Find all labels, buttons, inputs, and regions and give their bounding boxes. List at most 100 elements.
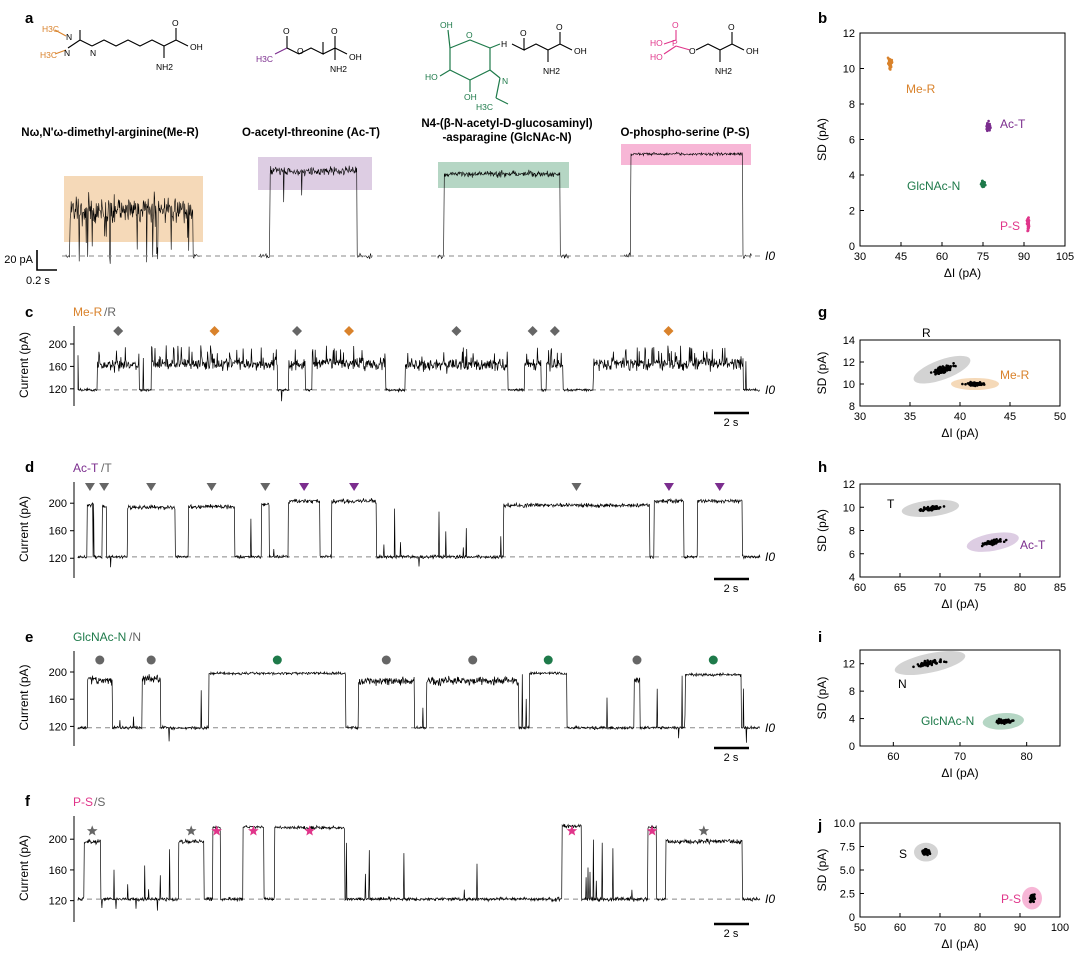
panel-a-i0-label: I0 (765, 249, 775, 263)
chart-g-label-Me-R: Me-R (1000, 368, 1030, 382)
chart-b-point-P-S-39 (1027, 220, 1030, 224)
trace-d-ylabel: Current (pA) (17, 496, 31, 562)
trace-e-ylabel: Current (pA) (17, 664, 31, 730)
chart-i-point-GlcNAc-N-54 (1006, 719, 1010, 722)
highlight-box-glcnac-n (438, 162, 569, 188)
panel-d: d Ac-T /T 120 160 200 Current (pA) I0 2 s (17, 459, 775, 595)
panel-e-title-mod: GlcNAc-N (73, 630, 126, 644)
chart-i-point-N-56 (939, 660, 942, 664)
structure-me-r (54, 28, 189, 58)
atom-n-2: N (64, 48, 70, 58)
atom-o-1: O (172, 18, 179, 28)
chart-h-ytick-label-12: 12 (843, 479, 855, 491)
trace-e-marker-0 (95, 655, 105, 665)
chart-b-point-Me-R-23 (886, 56, 890, 60)
chart-g-point-Me-R-67 (971, 384, 975, 387)
trace-c-marker-5 (527, 326, 538, 336)
chart-g-xtick-label-50: 50 (1054, 411, 1066, 423)
chart-j-ytick-label-2.5: 2.5 (840, 889, 855, 901)
chart-g-point-R-61 (939, 370, 943, 374)
atom-nh2-2: NH2 (330, 64, 347, 74)
chart-i-point-N-45 (943, 660, 946, 663)
chart-b-ytick-label-6: 6 (849, 135, 855, 147)
chart-b-point-Me-R-32 (889, 65, 893, 69)
chart-g-ytick-label-14: 14 (843, 335, 855, 347)
atom-oh-4: OH (464, 92, 477, 102)
chart-i-ytick-label-8: 8 (849, 686, 855, 698)
chart-b-label-Ac-T: Ac-T (1000, 117, 1026, 131)
chart-b-label-Me-R: Me-R (906, 82, 936, 96)
trace-e: 120 160 200 Current (pA) I0 2 s (17, 651, 775, 764)
trace-c: 120 160 200 Current (pA) I0 2 s (17, 326, 775, 429)
chart-h-ytick-label-8: 8 (849, 526, 855, 538)
trace-e-marker-7 (708, 655, 718, 665)
trace-f-marker-1 (185, 825, 197, 836)
atom-h3c-1: H3C (42, 24, 59, 34)
chart-g-point-Me-R-69 (978, 383, 982, 387)
trace-d-signal (77, 497, 761, 568)
chart-h-xlabel: ΔI (pA) (941, 597, 978, 611)
chart-b-xtick-label-105: 105 (1056, 251, 1074, 263)
panel-label-a: a (25, 10, 34, 27)
trace-e-ytick-label-200: 200 (49, 667, 67, 679)
chart-i-point-N-58 (932, 659, 935, 663)
chart-g-xlabel: ΔI (pA) (941, 426, 978, 440)
structure-ser-bonds (695, 32, 745, 62)
chart-g-point-Me-R-63 (968, 381, 971, 385)
trace-d-marker-5 (299, 483, 310, 491)
trace-d-marker-0 (84, 483, 95, 491)
atom-o-6: O (520, 28, 527, 38)
panel-a-scalebar (36, 250, 57, 271)
chart-g-point-R-57 (942, 371, 946, 374)
panel-label-j: j (817, 817, 822, 834)
chart-g-point-Me-R-38 (980, 382, 984, 386)
chart-g-point-R-51 (947, 367, 950, 371)
panel-b: b 30 45 60 75 90 105 0 2 4 6 8 10 12 ΔI (pA) SD (pA) Me… (815, 10, 1074, 280)
chart-h-xtick-label-80: 80 (1014, 582, 1026, 594)
trace-c-ytick-label-200: 200 (49, 339, 67, 351)
trace-d-marker-7 (571, 483, 582, 491)
atom-o-5: O (466, 30, 473, 40)
structure-glcnac-n (439, 29, 509, 105)
chart-g-xtick-label-30: 30 (854, 411, 866, 423)
compound-name-p-s: O-phospho-serine (P-S) (620, 127, 749, 139)
chart-h-point-T-57 (935, 507, 938, 511)
chart-i-point-N-54 (921, 664, 925, 667)
panel-e-title-unmod: /N (129, 630, 141, 644)
chart-j-point-P-S-48 (1031, 895, 1034, 899)
chart-h-point-Ac-T-58 (1004, 538, 1008, 542)
chart-i-point-N-32 (912, 665, 915, 669)
chart-i-point-N-55 (927, 660, 930, 664)
chart-h-point-T-16 (919, 509, 923, 512)
trace-f-marker-4 (304, 825, 315, 836)
chart-g-point-Me-R-68 (974, 383, 977, 387)
chart-i-xlabel: ΔI (pA) (941, 766, 978, 780)
me-r-bonds (67, 28, 189, 58)
chart-h-point-Ac-T-55 (986, 541, 989, 544)
trace-e-marker-2 (272, 655, 282, 665)
trace-f-marker-5 (566, 825, 578, 836)
trace-c-marker-4 (451, 326, 462, 336)
trace-c-ylabel: Current (pA) (17, 332, 31, 398)
trace-f-scalebar-label: 2 s (724, 928, 739, 940)
atom-nh2-4: NH2 (715, 66, 732, 76)
chart-i: 60 70 80 0 4 8 12 ΔI (pA) SD (pA) N GlcNAc-N (815, 649, 1061, 780)
chart-h-point-Ac-T-44 (980, 544, 984, 548)
chart-b-point-Me-R-37 (889, 60, 893, 63)
trace-c-marker-2 (292, 326, 303, 336)
chart-b-point-Ac-T-39 (986, 125, 989, 129)
chart-h-point-Ac-T-45 (995, 538, 998, 541)
panel-c-title-unmod: /R (104, 305, 116, 319)
atom-o-7: O (556, 22, 563, 32)
chart-i-ytick-label-0: 0 (849, 741, 855, 753)
chart-j-ytick-label-0: 0 (849, 912, 855, 924)
me-r-methyl-bond-1 (54, 29, 67, 37)
atom-n-1: N (66, 32, 72, 42)
chart-j-xtick-label-60: 60 (894, 922, 906, 934)
chart-g-ytick-label-10: 10 (843, 379, 855, 391)
chart-g-ytick-label-8: 8 (849, 401, 855, 413)
chart-b-ylabel: SD (pA) (815, 118, 829, 161)
trace-f-marker-0 (86, 825, 98, 836)
chart-h-point-Ac-T-6 (1002, 540, 1006, 543)
panel-c: c Me-R /R 120 160 200 Current (pA) I0 2 s (17, 304, 775, 429)
